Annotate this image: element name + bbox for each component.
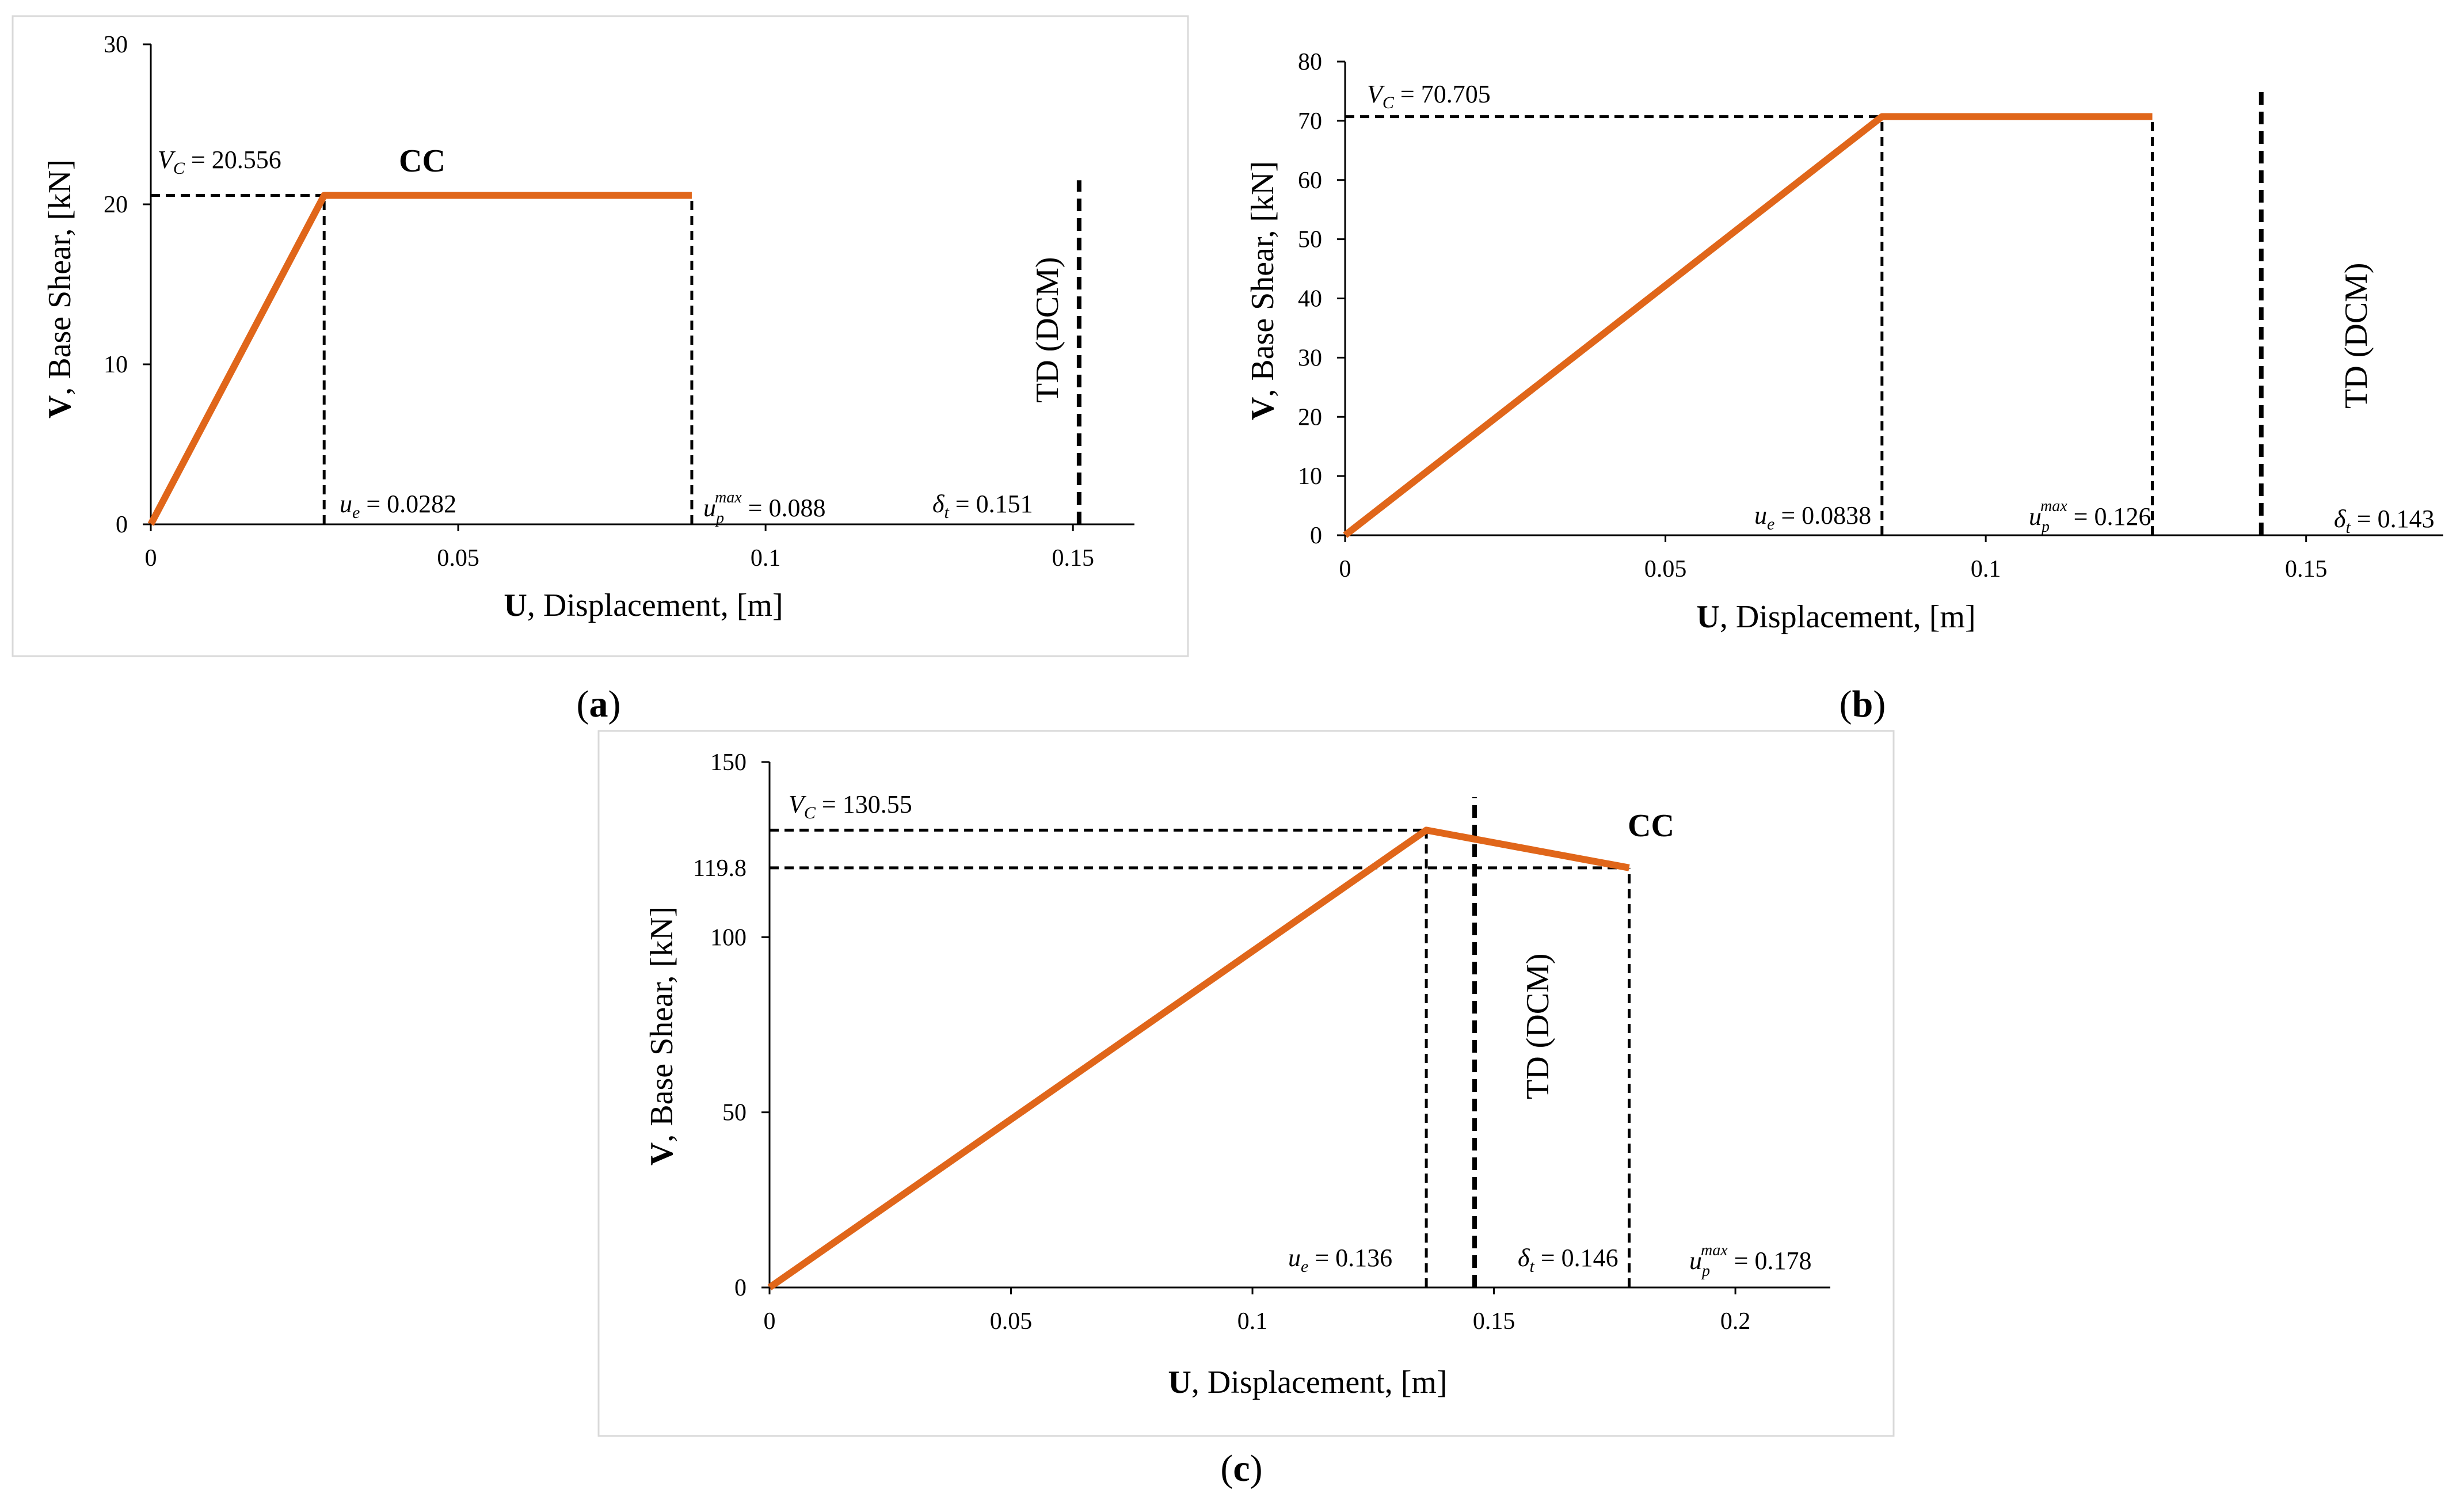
panel-a-x-axis-label: U, Displacement, [m] — [504, 588, 783, 623]
panel-a-cc-label: CC — [399, 143, 445, 179]
panel-c-x-tick-label: 0.15 — [1473, 1308, 1515, 1335]
panel-c-x-tick-label: 0 — [764, 1308, 776, 1335]
panel-c-reference-lines — [770, 797, 1631, 1287]
panel-c-y-axis-label: V, Base Shear, [kN] — [644, 906, 680, 1165]
panel-b-ue-label: ue = 0.0838 — [1754, 501, 1871, 534]
panel-b-axes — [1344, 62, 2443, 536]
panel-c-frame — [597, 730, 1895, 1437]
panel-a: 0 10 20 30 0 0.05 0.1 0.15 VC = 20.556 CC ue = … — [12, 15, 1189, 725]
panel-b-y-tick-label: 80 — [1298, 49, 1322, 75]
panel-c-vc-label: VC = 130.55 — [789, 790, 912, 822]
panel-c-series-line — [767, 826, 1630, 1290]
panel-c-deltat-label: δt = 0.146 — [1518, 1244, 1618, 1276]
panel-a-ue-label: ue = 0.0282 — [340, 490, 456, 522]
panel-b-vc-label: VC = 70.705 — [1367, 80, 1491, 112]
panel-b-x-tick-label: 0.1 — [1971, 556, 2001, 582]
panel-c-x-tick-label: 0.1 — [1237, 1308, 1268, 1335]
panel-c-y-tick-label: 100 — [710, 924, 747, 951]
panel-b-caption: (b) — [1840, 683, 1886, 725]
panel-b-upmax-label: upmax = 0.126 — [2029, 497, 2151, 536]
panel-b-y-tick-label: 20 — [1298, 404, 1322, 431]
panel-b-y-tick-label: 70 — [1298, 108, 1322, 135]
panel-b-x-tick-label: 0.05 — [1644, 556, 1687, 582]
panel-a-td-label: TD (DCM) — [1030, 257, 1065, 403]
panel-c-ticks: 0 50 100 150 119.8 0 0.05 0.1 0.15 0.2 — [693, 749, 1750, 1335]
panel-a-series-line — [147, 192, 692, 526]
panel-c-y-tick-label: 0 — [734, 1275, 747, 1301]
panel-c: 0 50 100 150 119.8 0 0.05 0.1 0.15 0.2 VC = 130.5… — [597, 730, 1895, 1489]
panel-b-y-tick-label: 50 — [1298, 227, 1322, 253]
panel-c-td-label: TD (DCM) — [1520, 953, 1556, 1099]
panel-b-y-tick-label: 0 — [1310, 523, 1322, 549]
panel-a-x-tick-label: 0.15 — [1052, 545, 1094, 572]
panel-b-y-tick-label: 40 — [1298, 286, 1322, 313]
panel-a-series — [147, 192, 692, 526]
panel-c-caption: (c) — [1220, 1447, 1262, 1489]
panel-a-y-tick-label: 30 — [104, 32, 128, 58]
panel-b-y-tick-label: 30 — [1298, 345, 1322, 371]
panel-a-x-tick-label: 0.1 — [751, 545, 781, 572]
panel-b-reference-lines — [1345, 91, 2264, 535]
panel-b-td-label: TD (DCM) — [2339, 262, 2374, 409]
panel-c-y-tick-label-extra: 119.8 — [693, 855, 747, 882]
panel-b-x-tick-label: 0 — [1339, 556, 1351, 582]
panel-a-y-tick-label: 20 — [104, 192, 128, 218]
panel-c-x-tick-label: 0.2 — [1720, 1308, 1751, 1335]
panel-b-ticks: 0 10 20 30 40 50 60 70 80 0 0.05 0.1 0.15 — [1298, 49, 2327, 582]
panel-a-y-tick-label: 10 — [104, 352, 128, 378]
panel-a-upmax-label: upmax = 0.088 — [703, 489, 825, 527]
panel-c-y-tick-label: 50 — [722, 1100, 747, 1126]
panel-b-x-axis-label: U, Displacement, [m] — [1696, 599, 1975, 635]
panel-a-reference-lines — [151, 180, 1081, 524]
panel-c-upmax-label: upmax = 0.178 — [1689, 1241, 1811, 1280]
panel-a-axes — [150, 44, 1134, 525]
panel-c-x-axis-label: U, Displacement, [m] — [1168, 1365, 1447, 1400]
panel-a-y-tick-label: 0 — [116, 512, 128, 538]
panel-a-y-axis-label: V, Base Shear, [kN] — [42, 159, 78, 418]
panel-c-ue-label: ue = 0.136 — [1288, 1244, 1392, 1276]
panel-c-cc-label: CC — [1628, 808, 1674, 844]
panel-c-x-tick-label: 0.05 — [990, 1308, 1033, 1335]
panel-b-y-axis-label: V, Base Shear, [kN] — [1245, 161, 1281, 420]
panel-b-deltat-label: δt = 0.143 — [2334, 505, 2435, 537]
panel-b-x-tick-label: 0.15 — [2285, 556, 2328, 582]
panel-a-deltat-label: δt = 0.151 — [932, 490, 1033, 522]
panel-b-series — [1343, 113, 2153, 538]
panel-c-series — [767, 826, 1630, 1290]
panel-a-x-tick-label: 0.05 — [437, 545, 479, 572]
panel-a-x-tick-label: 0 — [145, 545, 157, 572]
panel-b-y-tick-label: 10 — [1298, 463, 1322, 490]
panel-c-y-tick-label: 150 — [710, 749, 747, 776]
panel-a-frame — [12, 15, 1189, 657]
panel-b: 0 10 20 30 40 50 60 70 80 0 0.05 0.1 0.15 VC = 70.70… — [1245, 49, 2443, 725]
panel-a-ticks: 0 10 20 30 0 0.05 0.1 0.15 — [104, 32, 1094, 572]
panel-b-series-line — [1343, 113, 2153, 538]
panel-b-y-tick-label: 60 — [1298, 167, 1322, 194]
panel-a-vc-label: VC = 20.556 — [158, 146, 281, 178]
panel-a-caption: (a) — [577, 683, 621, 725]
panel-c-axes — [768, 762, 1830, 1289]
